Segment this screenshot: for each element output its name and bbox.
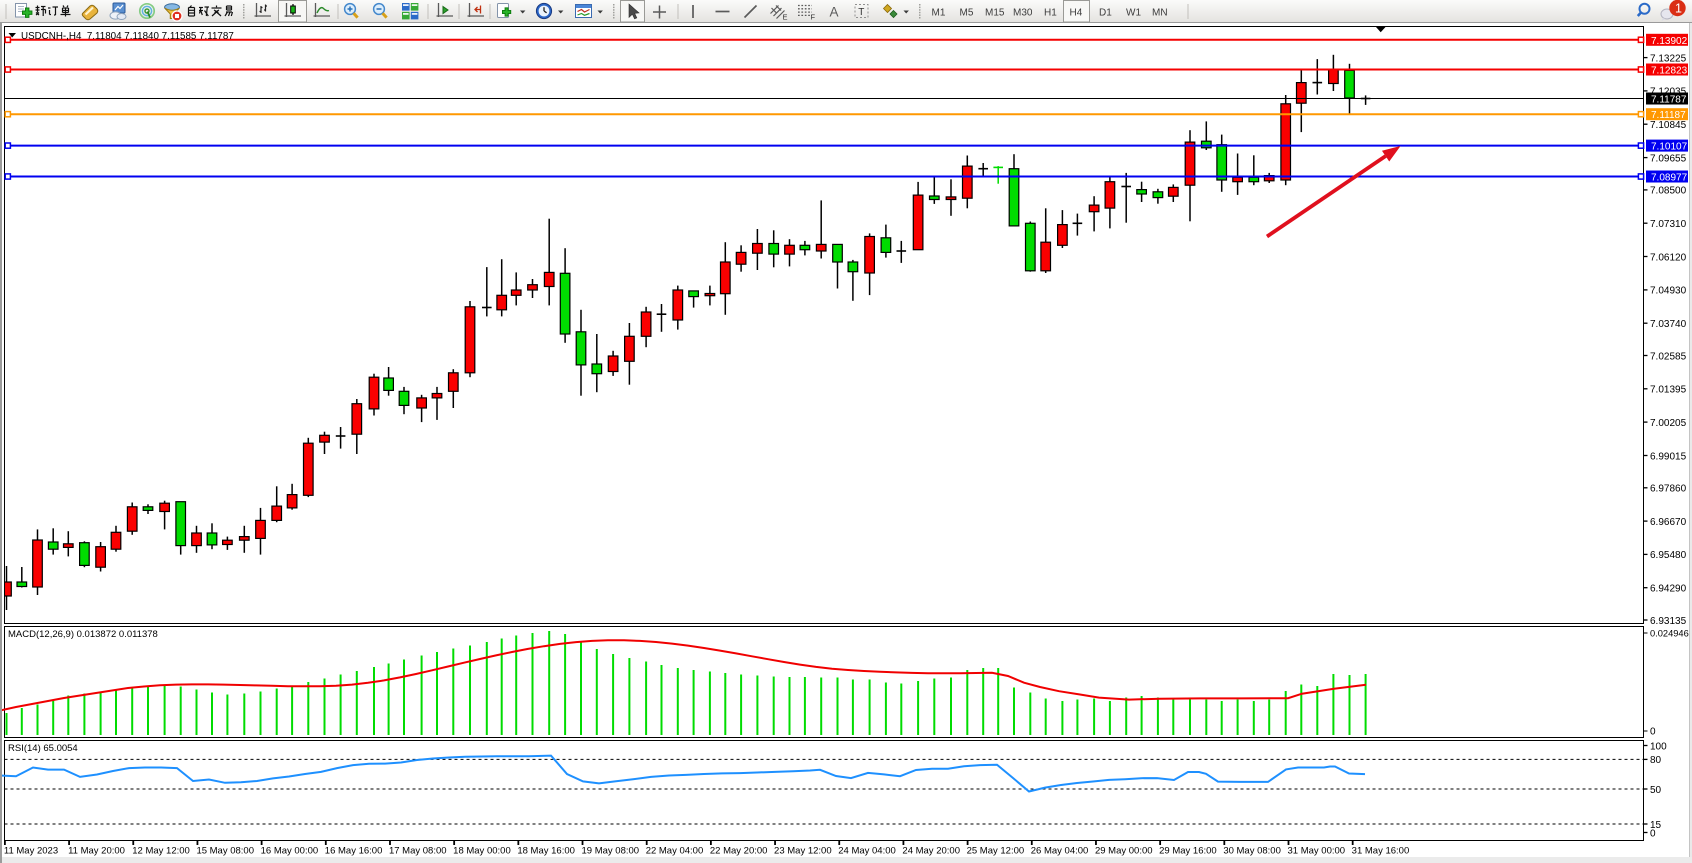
svg-text:M15: M15 [985, 8, 1005, 19]
svg-text:25 May 12:00: 25 May 12:00 [967, 846, 1025, 857]
svg-text:M5: M5 [960, 8, 974, 19]
svg-text:7.10107: 7.10107 [1651, 142, 1688, 153]
svg-text:7.02585: 7.02585 [1650, 351, 1687, 362]
svg-text:30 May 08:00: 30 May 08:00 [1223, 846, 1281, 857]
svg-text:7.08977: 7.08977 [1651, 173, 1688, 184]
svg-text:50: 50 [1650, 785, 1662, 796]
svg-text:31 May 16:00: 31 May 16:00 [1352, 846, 1410, 857]
svg-text:7.01395: 7.01395 [1650, 385, 1687, 396]
svg-text:7.09655: 7.09655 [1650, 153, 1687, 164]
svg-text:7.12823: 7.12823 [1651, 66, 1688, 77]
svg-text:7.13902: 7.13902 [1651, 36, 1688, 47]
svg-text:7.10845: 7.10845 [1650, 120, 1687, 131]
svg-text:7.11187: 7.11187 [1651, 110, 1686, 121]
svg-text:15: 15 [1650, 820, 1662, 831]
svg-text:6.99015: 6.99015 [1650, 451, 1687, 462]
svg-text:7.07310: 7.07310 [1650, 219, 1687, 230]
svg-text:A: A [830, 5, 839, 20]
svg-text:0: 0 [1650, 828, 1656, 839]
svg-text:W1: W1 [1126, 8, 1141, 19]
svg-text:6.96670: 6.96670 [1650, 517, 1687, 528]
svg-text:23 May 12:00: 23 May 12:00 [774, 846, 832, 857]
svg-text:12 May 12:00: 12 May 12:00 [132, 846, 190, 857]
svg-text:6.95480: 6.95480 [1650, 550, 1687, 561]
svg-text:MACD(12,26,9) 0.013872 0.01137: MACD(12,26,9) 0.013872 0.011378 [8, 629, 158, 640]
svg-text:M1: M1 [932, 8, 946, 19]
svg-text:29 May 16:00: 29 May 16:00 [1159, 846, 1217, 857]
svg-text:7.00205: 7.00205 [1650, 418, 1687, 429]
svg-text:29 May 00:00: 29 May 00:00 [1095, 846, 1153, 857]
svg-text:31 May 00:00: 31 May 00:00 [1288, 846, 1346, 857]
svg-text:26 May 04:00: 26 May 04:00 [1031, 846, 1089, 857]
svg-text:19 May 08:00: 19 May 08:00 [582, 846, 640, 857]
svg-text:18 May 16:00: 18 May 16:00 [517, 846, 575, 857]
svg-text:RSI(14) 65.0054: RSI(14) 65.0054 [8, 743, 78, 754]
svg-text:15 May 08:00: 15 May 08:00 [196, 846, 254, 857]
svg-text:USDCNH-,H4 7.11804 7.11840 7.: USDCNH-,H4 7.11804 7.11840 7.11585 7.117… [21, 31, 234, 42]
svg-text:F: F [811, 13, 816, 22]
svg-text:22 May 20:00: 22 May 20:00 [710, 846, 768, 857]
svg-text:7.04930: 7.04930 [1650, 286, 1687, 297]
svg-text:D1: D1 [1099, 8, 1112, 19]
svg-text:11 May 20:00: 11 May 20:00 [68, 846, 125, 857]
svg-text:16 May 00:00: 16 May 00:00 [261, 846, 319, 857]
svg-text:7.08500: 7.08500 [1650, 186, 1687, 197]
svg-text:7.03740: 7.03740 [1650, 319, 1687, 330]
svg-text:80: 80 [1650, 755, 1662, 766]
svg-text:24 May 20:00: 24 May 20:00 [902, 846, 960, 857]
svg-text:100: 100 [1650, 741, 1667, 752]
svg-text:22 May 04:00: 22 May 04:00 [646, 846, 704, 857]
svg-text:MN: MN [1152, 8, 1168, 19]
svg-text:H4: H4 [1070, 8, 1083, 19]
svg-text:16 May 16:00: 16 May 16:00 [325, 846, 383, 857]
svg-text:1: 1 [1675, 2, 1682, 16]
svg-text:17 May 08:00: 17 May 08:00 [389, 846, 447, 857]
svg-text:7.06120: 7.06120 [1650, 252, 1687, 263]
svg-text:7.12035: 7.12035 [1650, 87, 1687, 98]
svg-text:0.024946: 0.024946 [1650, 629, 1689, 639]
svg-text:M30: M30 [1013, 8, 1033, 19]
svg-text:6.93135: 6.93135 [1650, 616, 1687, 627]
svg-text:24 May 04:00: 24 May 04:00 [838, 846, 896, 857]
svg-text:6.94290: 6.94290 [1650, 584, 1687, 595]
svg-text:18 May 00:00: 18 May 00:00 [453, 846, 511, 857]
svg-text:T: T [858, 7, 864, 18]
svg-text:6.97860: 6.97860 [1650, 484, 1687, 495]
svg-text:7.13225: 7.13225 [1650, 53, 1687, 64]
svg-text:11 May 2023: 11 May 2023 [4, 846, 58, 857]
svg-text:H1: H1 [1044, 8, 1057, 19]
svg-text:E: E [783, 13, 788, 22]
svg-text:0: 0 [1650, 727, 1656, 738]
svg-text:7.11787: 7.11787 [1651, 95, 1687, 106]
